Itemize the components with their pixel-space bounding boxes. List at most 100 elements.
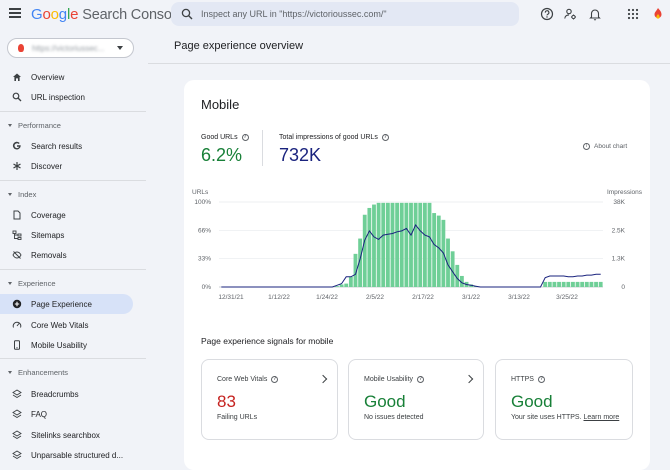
chart-bar: [339, 284, 344, 287]
chart-bar: [459, 275, 464, 287]
manage-users-icon[interactable]: [563, 7, 577, 21]
signal-value: Good: [511, 392, 553, 411]
sidebar-divider: [0, 269, 146, 270]
search-input[interactable]: [201, 9, 501, 19]
chart-bar: [381, 202, 386, 287]
sidebar-item-coverage[interactable]: Coverage: [0, 205, 133, 225]
sidebar-item-unparsable-structured-data[interactable]: Unparsable structured d...: [0, 445, 133, 465]
property-favicon-icon: [18, 44, 24, 52]
sitemap-icon: [12, 230, 22, 240]
help-icon[interactable]: ?: [381, 134, 389, 141]
x-tick-label: 3/13/22: [508, 294, 530, 301]
eye-off-icon: [12, 250, 22, 260]
left-tick-label: 100%: [194, 199, 211, 206]
signal-value: 83: [217, 392, 236, 411]
help-icon[interactable]: ?: [271, 376, 279, 383]
chart-bar: [446, 238, 450, 287]
title-divider: [148, 63, 670, 64]
chart-bar: [450, 251, 455, 287]
impressions-value: 732K: [279, 145, 322, 165]
file-icon: [12, 210, 22, 220]
chart-bar: [598, 281, 603, 287]
chart-bar: [422, 202, 427, 287]
chevron-right-icon: [318, 374, 328, 384]
url-inspection-search-bar[interactable]: [171, 2, 519, 26]
mobile-report-card: Mobile Good URLs? 6.2% Total impressions…: [184, 80, 650, 470]
sidebar-item-breadcrumbs[interactable]: Breadcrumbs: [0, 384, 133, 404]
signal-card-https[interactable]: HTTPS? Good Your site uses HTTPS. Learn …: [495, 359, 633, 440]
sidebar-item-mobile-usability[interactable]: Mobile Usability: [0, 335, 133, 355]
signal-card-core-web-vitals[interactable]: Core Web Vitals? 83 Failing URLs: [201, 359, 338, 440]
section-experience[interactable]: Experience: [0, 275, 140, 291]
sidebar-item-discover[interactable]: Discover: [0, 156, 133, 176]
left-tick-label: 0%: [202, 284, 212, 291]
chart-bar: [436, 215, 441, 287]
chart-bar: [385, 202, 390, 287]
chart-bar: [344, 283, 349, 287]
property-name: https://victoriussec...: [32, 43, 105, 53]
account-avatar[interactable]: [652, 7, 664, 21]
signal-name: HTTPS: [511, 376, 534, 383]
sidebar-item-sitelinks-searchbox[interactable]: Sitelinks searchbox: [0, 425, 133, 445]
x-tick-label: 3/1/22: [462, 294, 480, 301]
apps-grid-icon[interactable]: [626, 7, 640, 21]
menu-icon[interactable]: [9, 8, 21, 18]
signal-value: Good: [364, 392, 406, 411]
good-urls-value: 6.2%: [201, 145, 243, 165]
chart-bar: [367, 207, 372, 287]
chart-bar: [432, 213, 437, 287]
signal-subtitle: No issues detected: [364, 414, 424, 421]
sidebar-item-core-web-vitals[interactable]: Core Web Vitals: [0, 315, 133, 335]
chart-bar: [399, 202, 404, 287]
asterisk-icon: [12, 161, 22, 171]
card-title: Mobile: [201, 97, 240, 112]
search-icon: [177, 2, 199, 26]
x-tick-label: 1/12/22: [268, 294, 290, 301]
signal-name: Core Web Vitals: [217, 376, 268, 383]
chart-bar: [404, 202, 409, 287]
help-icon[interactable]: ?: [241, 134, 249, 141]
phone-icon: [12, 340, 22, 350]
section-index[interactable]: Index: [0, 186, 140, 202]
layers-icon: [12, 430, 22, 440]
property-selector[interactable]: https://victoriussec...: [7, 38, 134, 58]
search-console-logo[interactable]: Google Search Console: [31, 6, 183, 23]
collapse-triangle-icon: [8, 123, 12, 127]
sidebar-item-sitemaps[interactable]: Sitemaps: [0, 225, 133, 245]
chart-bar: [552, 281, 557, 287]
sidebar-item-url-inspection[interactable]: URL inspection: [0, 87, 133, 107]
page-experience-chart: URLs Impressions 100% 38K 66% 2.5K 33% 1.3K 0% 0 1…: [192, 189, 643, 301]
chart-bar: [580, 281, 585, 287]
chart-bar: [418, 202, 423, 287]
sidebar-item-faq[interactable]: FAQ: [0, 404, 133, 424]
notifications-bell-icon[interactable]: [588, 7, 602, 21]
chart-bar: [543, 281, 548, 287]
right-axis-title: Impressions: [607, 189, 643, 196]
about-chart-link[interactable]: i About chart: [583, 143, 627, 150]
x-tick-label: 3/25/22: [556, 294, 578, 301]
chart-bar: [594, 281, 598, 287]
help-icon[interactable]: ?: [417, 376, 425, 383]
learn-more-link[interactable]: Learn more: [583, 414, 620, 421]
section-performance[interactable]: Performance: [0, 117, 140, 133]
signal-subtitle: Your site uses HTTPS. Learn more: [511, 414, 620, 421]
help-icon[interactable]: [540, 7, 554, 21]
chart-bar: [561, 281, 566, 287]
help-icon[interactable]: ?: [537, 376, 545, 383]
chart-bar: [575, 281, 580, 287]
x-tick-label: 12/31/21: [218, 294, 244, 301]
x-tick-label: 2/5/22: [366, 294, 384, 301]
sidebar-item-search-results[interactable]: Search results: [0, 136, 133, 156]
sidebar-item-overview[interactable]: Overview: [0, 67, 133, 87]
chart-bar: [409, 202, 413, 287]
sidebar-item-removals[interactable]: Removals: [0, 245, 133, 265]
top-app-bar: Google Search Console: [0, 0, 670, 30]
layers-icon: [12, 389, 22, 399]
sidebar-item-page-experience[interactable]: Page Experience: [0, 294, 133, 314]
layers-icon: [12, 450, 22, 460]
chart-bar: [358, 238, 363, 287]
chevron-right-icon: [464, 374, 474, 384]
section-enhancements[interactable]: Enhancements: [0, 364, 140, 380]
signal-card-mobile-usability[interactable]: Mobile Usability? Good No issues detecte…: [348, 359, 484, 440]
plus-circle-icon: [12, 299, 22, 309]
